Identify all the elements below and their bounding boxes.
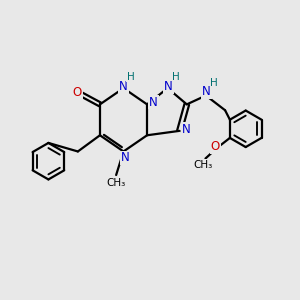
Text: CH₃: CH₃ [106,178,126,188]
Text: N: N [149,95,158,109]
Text: N: N [119,80,128,93]
Text: N: N [182,123,190,136]
Text: H: H [127,72,135,82]
Text: N: N [121,152,129,164]
Text: N: N [202,85,211,98]
Text: N: N [164,80,172,93]
Text: CH₃: CH₃ [193,160,212,170]
Text: H: H [172,72,180,82]
Text: O: O [73,86,82,99]
Text: O: O [211,140,220,153]
Text: H: H [210,78,218,88]
